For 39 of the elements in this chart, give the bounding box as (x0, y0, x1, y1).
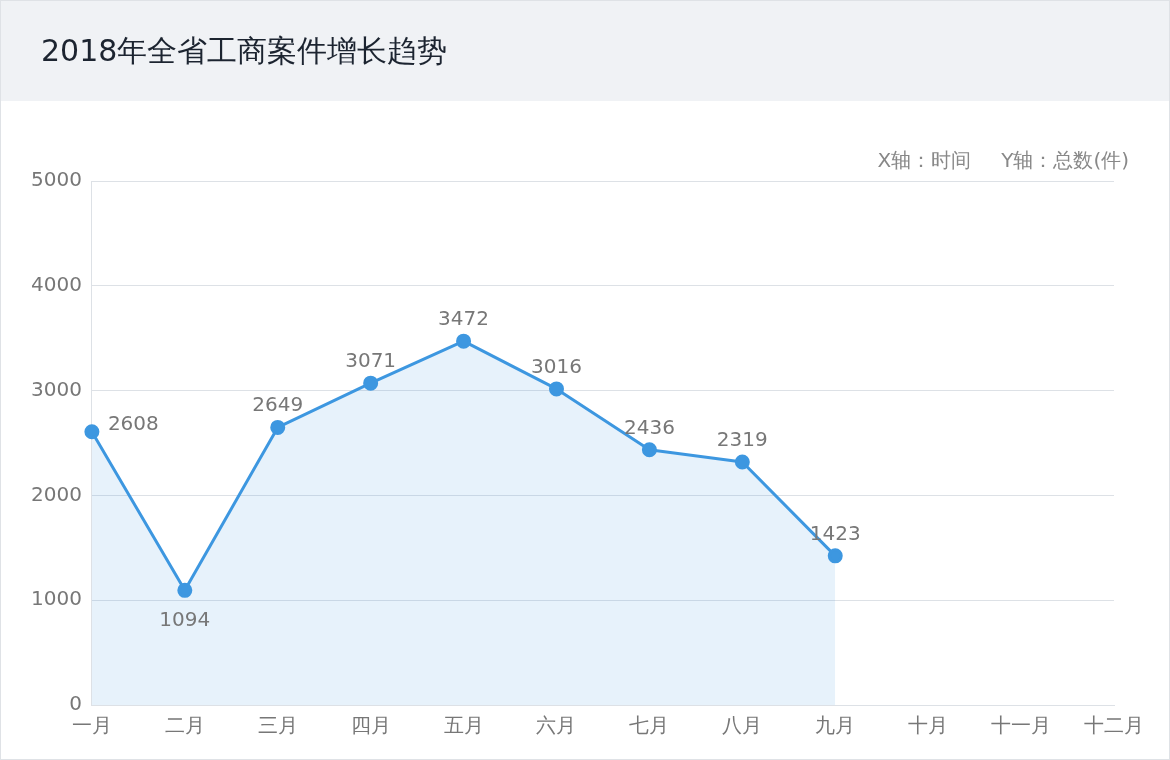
y-axis-title: Y轴：总数(件) (1001, 148, 1129, 172)
x-axis-title: X轴：时间 (877, 148, 972, 172)
x-tick-label: 四月 (350, 713, 391, 738)
y-tick-label: 1000 (30, 586, 82, 611)
y-tick-label: 4000 (30, 272, 82, 296)
data-label: 2319 (716, 426, 768, 451)
y-tick-label: 0 (69, 691, 82, 716)
data-label: 3016 (531, 353, 582, 378)
x-tick-label: 八月 (722, 713, 763, 738)
point (84, 424, 100, 440)
x-tick-label: 十一月 (991, 713, 1052, 738)
x-tick-label: 七月 (629, 713, 670, 738)
x-tick-label: 六月 (536, 713, 577, 738)
point (363, 375, 379, 391)
x-tick-label: 九月 (815, 713, 856, 738)
y-tick-label: 2000 (30, 481, 82, 506)
x-tick-label: 十二月 (1084, 713, 1144, 738)
data-label: 2608 (107, 410, 159, 435)
y-tick-label: 5000 (30, 167, 82, 192)
data-label: 2649 (252, 392, 304, 417)
x-tick-label: 一月 (71, 713, 112, 738)
data-label: 1094 (159, 607, 211, 632)
point (270, 419, 286, 435)
x-tick-label: 十月 (908, 713, 949, 738)
chart-title: 2018年全省工商案件增长趋势 (1, 1, 1169, 101)
point (548, 381, 564, 397)
y-tick-label: 3000 (30, 376, 82, 401)
point (734, 454, 750, 470)
point (456, 333, 472, 349)
data-label: 3472 (438, 306, 490, 331)
point (177, 582, 193, 598)
point (641, 442, 657, 458)
x-tick-label: 五月 (443, 713, 484, 738)
x-tick-label: 二月 (164, 713, 205, 738)
x-tick-label: 三月 (257, 713, 298, 738)
point (827, 548, 843, 564)
data-label: 2436 (623, 414, 675, 439)
data-label: 1423 (809, 520, 861, 545)
data-label: 3071 (345, 348, 397, 373)
